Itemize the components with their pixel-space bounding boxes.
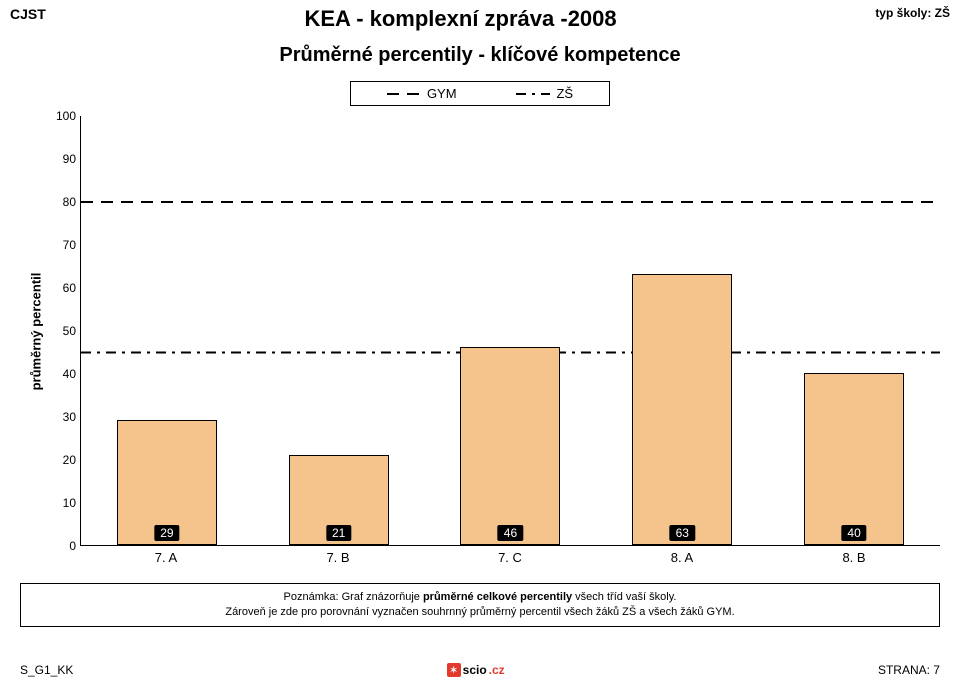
x-label: 7. A	[106, 550, 226, 565]
footer: S_G1_KK ✶ scio.cz STRANA: 7	[0, 663, 960, 677]
legend-item: ZŠ	[516, 86, 573, 101]
bar-slot: 21	[279, 455, 399, 545]
bar-slot: 29	[107, 420, 227, 545]
note-line1: Poznámka: Graf znázorňuje průměrné celko…	[31, 590, 929, 605]
header-left: CJST	[10, 6, 46, 22]
y-tick: 30	[63, 410, 76, 424]
y-tick: 40	[63, 367, 76, 381]
footer-left: S_G1_KK	[20, 663, 73, 677]
header-right: typ školy: ZŠ	[875, 6, 950, 20]
y-tick: 10	[63, 496, 76, 510]
note-line2: Zároveň je zde pro porovnání vyznačen so…	[31, 605, 929, 620]
bar	[460, 347, 560, 545]
bar-value: 21	[326, 525, 351, 541]
bar-slot: 40	[794, 373, 914, 545]
y-tick: 80	[63, 195, 76, 209]
bar-slot: 63	[622, 274, 742, 545]
bar	[804, 373, 904, 545]
footer-right: STRANA: 7	[878, 663, 940, 677]
logo-domain: .cz	[489, 663, 505, 677]
note: Poznámka: Graf znázorňuje průměrné celko…	[20, 583, 940, 627]
x-label: 7. C	[450, 550, 570, 565]
y-axis-label: průměrný percentil	[29, 272, 44, 390]
legend-swatch	[387, 90, 421, 98]
legend-item: GYM	[387, 86, 457, 101]
header: CJST KEA - komplexní zpráva -2008 typ šk…	[0, 0, 960, 32]
legend-label: ZŠ	[556, 86, 573, 101]
note-bold: průměrné celkové percentily	[423, 591, 572, 603]
logo-icon: ✶	[447, 663, 461, 677]
bars: 29 21 46 63 40	[81, 116, 940, 545]
y-ticks: 0102030405060708090100	[52, 116, 80, 546]
x-label: 7. B	[278, 550, 398, 565]
y-tick: 50	[63, 324, 76, 338]
legend-label: GYM	[427, 86, 457, 101]
y-tick: 60	[63, 281, 76, 295]
bar-value: 46	[498, 525, 523, 541]
x-label: 8. A	[622, 550, 742, 565]
y-tick: 90	[63, 152, 76, 166]
bar-value: 29	[154, 525, 179, 541]
y-tick: 0	[69, 539, 76, 553]
logo: ✶ scio.cz	[447, 663, 505, 677]
x-label: 8. B	[794, 550, 914, 565]
bar-value: 63	[670, 525, 695, 541]
header-title: KEA - komplexní zpráva -2008	[304, 6, 616, 32]
y-tick: 70	[63, 238, 76, 252]
plot-area: 29 21 46 63 40	[80, 116, 940, 546]
y-tick: 100	[56, 109, 76, 123]
y-axis-label-col: průměrný percentil	[20, 116, 52, 546]
subtitle: Průměrné percentily - klíčové kompetence	[0, 44, 960, 67]
logo-text: scio	[463, 663, 487, 677]
chart: průměrný percentil 010203040506070809010…	[20, 116, 940, 546]
x-labels: 7. A 7. B 7. C 8. A 8. B	[80, 550, 940, 565]
y-tick: 20	[63, 453, 76, 467]
legend-swatch	[516, 90, 550, 98]
bar-value: 40	[841, 525, 866, 541]
legend: GYM ZŠ	[350, 81, 610, 106]
bar	[632, 274, 732, 545]
bar-slot: 46	[450, 347, 570, 545]
